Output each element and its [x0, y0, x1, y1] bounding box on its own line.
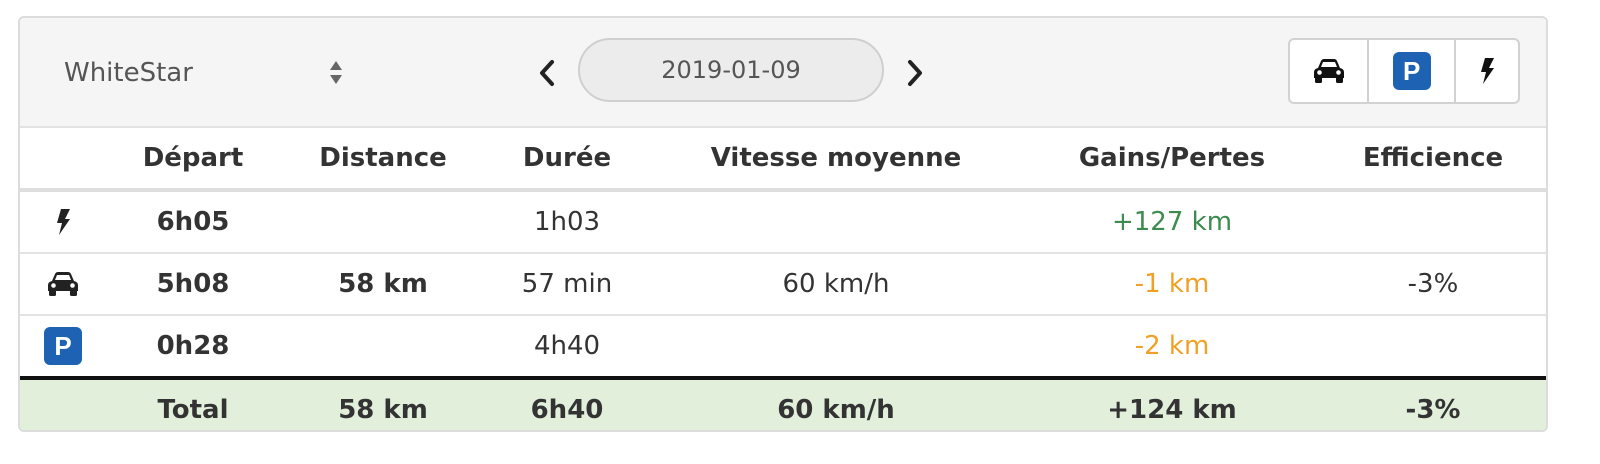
distance-cell — [280, 190, 486, 254]
row-type-cell — [20, 190, 106, 254]
chevron-left-icon — [540, 60, 554, 86]
total-label: Total — [106, 376, 280, 430]
efficience-cell: -3% — [1320, 253, 1546, 316]
car-icon — [48, 272, 78, 296]
duree-cell: 1h03 — [486, 190, 648, 254]
total-row: Total 58 km 6h40 60 km/h +124 km -3% — [20, 376, 1546, 430]
gains-cell: +127 km — [1024, 190, 1320, 254]
total-type-cell — [20, 376, 106, 430]
lightning-icon — [1481, 58, 1495, 84]
date-value: 2019-01-09 — [661, 56, 801, 84]
chevron-right-icon — [908, 60, 922, 86]
column-header-efficience: Efficience — [1320, 128, 1546, 192]
trips-table: Départ Distance Durée Vitesse moyenne Ga… — [20, 128, 1546, 430]
gains-cell: -2 km — [1024, 315, 1320, 379]
lightning-icon — [57, 209, 70, 235]
row-type-cell — [20, 253, 106, 316]
total-distance: 58 km — [280, 376, 486, 430]
efficience-cell — [1320, 190, 1546, 254]
vitesse-cell: 60 km/h — [648, 253, 1024, 316]
column-header-type — [20, 128, 106, 192]
table-header-row: Départ Distance Durée Vitesse moyenne Ga… — [20, 128, 1546, 192]
parking-icon: P — [44, 327, 82, 365]
select-arrows-icon — [328, 59, 344, 87]
parking-icon: P — [1392, 52, 1431, 90]
vehicle-select-value: WhiteStar — [64, 58, 193, 88]
depart-cell: 0h28 — [106, 315, 280, 379]
table-row[interactable]: 6h05 1h03 +127 km — [20, 190, 1546, 254]
distance-cell: 58 km — [280, 253, 486, 316]
column-header-depart: Départ — [106, 128, 280, 192]
gains-cell: -1 km — [1024, 253, 1320, 316]
next-day-button[interactable] — [898, 54, 932, 92]
column-header-duree: Durée — [486, 128, 648, 192]
vitesse-cell — [648, 315, 1024, 379]
total-gains: +124 km — [1024, 376, 1320, 430]
activity-filter-group: P — [1288, 38, 1520, 104]
vehicle-select[interactable]: WhiteStar — [64, 53, 344, 93]
table-row[interactable]: 5h08 58 km 57 min 60 km/h -1 km -3% — [20, 253, 1546, 316]
column-header-distance: Distance — [280, 128, 486, 192]
total-duree: 6h40 — [486, 376, 648, 430]
depart-cell: 5h08 — [106, 253, 280, 316]
distance-cell — [280, 315, 486, 379]
date-picker[interactable]: 2019-01-09 — [578, 38, 884, 102]
toolbar: WhiteStar 2019-01-09 — [20, 18, 1546, 128]
filter-park-button[interactable]: P — [1369, 40, 1457, 102]
trips-panel: WhiteStar 2019-01-09 — [18, 16, 1548, 432]
column-header-gains: Gains/Pertes — [1024, 128, 1320, 192]
row-type-cell: P — [20, 315, 106, 379]
vitesse-cell — [648, 190, 1024, 254]
duree-cell: 4h40 — [486, 315, 648, 379]
efficience-cell — [1320, 315, 1546, 379]
filter-drive-button[interactable] — [1290, 40, 1370, 102]
filter-charge-button[interactable] — [1456, 40, 1518, 102]
depart-cell: 6h05 — [106, 190, 280, 254]
previous-day-button[interactable] — [530, 54, 564, 92]
total-vitesse: 60 km/h — [648, 376, 1024, 430]
duree-cell: 57 min — [486, 253, 648, 316]
total-efficience: -3% — [1320, 376, 1546, 430]
column-header-vitesse: Vitesse moyenne — [648, 128, 1024, 192]
car-icon — [1313, 59, 1344, 83]
table-row[interactable]: P 0h28 4h40 -2 km — [20, 315, 1546, 379]
